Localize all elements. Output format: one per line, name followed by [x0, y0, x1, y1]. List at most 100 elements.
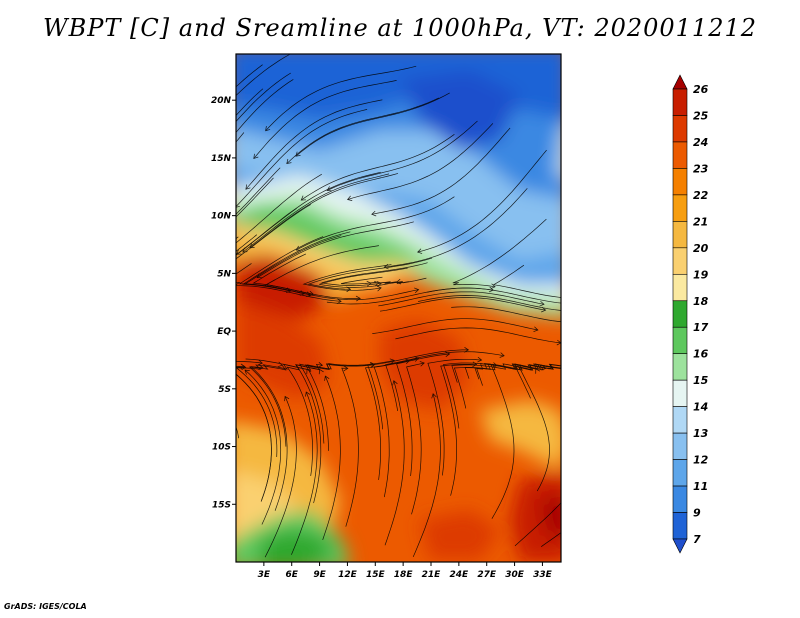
- streamline: [301, 134, 455, 201]
- streamline-arrow: [533, 326, 539, 333]
- colorbar-label: 19: [693, 268, 709, 281]
- streamline-arrow: [355, 295, 361, 302]
- streamline: [452, 218, 547, 288]
- y-tick-label: 10N: [211, 212, 232, 222]
- colorbar-swatch: [672, 141, 688, 169]
- streamline-arrow: [210, 281, 214, 286]
- streamline-arrow: [371, 210, 377, 217]
- streamline-arrow: [585, 363, 589, 368]
- streamline: [451, 306, 561, 323]
- colorbar-swatch: [672, 326, 688, 355]
- streamline: [256, 221, 414, 278]
- streamline-arrow: [539, 300, 545, 307]
- grads-credit: GrADS: IGES/COLA: [4, 602, 87, 611]
- streamline-arrow: [535, 368, 541, 374]
- streamline-arrow: [326, 186, 332, 192]
- colorbar-label: 11: [693, 480, 708, 493]
- streamline-arrow: [572, 409, 576, 414]
- y-tick-label: 15N: [211, 154, 232, 164]
- streamline: [514, 502, 561, 547]
- streamline-arrow: [249, 243, 255, 249]
- streamline: [236, 364, 287, 458]
- streamline: [464, 363, 561, 379]
- streamline-arrow: [284, 395, 290, 402]
- streamline: [291, 391, 318, 555]
- streamline: [245, 358, 395, 371]
- x-tick-label: 21E: [422, 570, 442, 580]
- streamline-arrow: [115, 231, 120, 236]
- streamline: [286, 97, 439, 164]
- streamline-arrow: [172, 187, 177, 191]
- streamline-arrow: [569, 364, 573, 369]
- streamline-arrow: [140, 273, 145, 278]
- streamline: [236, 88, 264, 116]
- streamline-arrow: [236, 202, 240, 208]
- colorbar-swatch: [672, 512, 688, 540]
- streamline-arrow: [150, 268, 155, 273]
- x-tick-label: 12E: [338, 570, 358, 580]
- streamline-arrow: [176, 194, 181, 198]
- streamline-arrow: [488, 286, 494, 293]
- streamline: [236, 263, 342, 302]
- streamlines: [115, 54, 610, 558]
- streamline: [265, 245, 379, 295]
- streamline: [490, 364, 515, 519]
- streamline: [265, 65, 417, 131]
- x-tick-label: 15E: [366, 570, 386, 580]
- streamline: [307, 257, 433, 290]
- colorbar-swatch: [672, 247, 688, 275]
- y-axis: 20N 15N 10N 5N EQ 5S 10S 15S: [211, 96, 236, 510]
- streamline: [418, 295, 561, 311]
- streamline: [236, 177, 274, 218]
- streamline-arrow: [142, 200, 147, 205]
- streamline: [395, 327, 561, 344]
- streamline-arrow: [212, 281, 216, 286]
- streamline: [249, 173, 399, 249]
- streamline-arrow: [499, 352, 505, 358]
- y-tick-label: 5S: [218, 385, 231, 395]
- colorbar-swatch: [672, 221, 688, 249]
- streamline: [384, 188, 528, 268]
- streamline-arrow: [223, 283, 227, 288]
- streamline: [242, 173, 390, 253]
- colorbar-swatch: [672, 432, 688, 460]
- streamline: [236, 204, 311, 260]
- streamline-arrow: [392, 380, 398, 386]
- colorbar-arrow-top: [672, 74, 688, 90]
- streamline-arrow: [257, 359, 263, 366]
- colorbar-swatch: [672, 115, 688, 143]
- streamline-arrow: [374, 280, 380, 287]
- streamline: [296, 196, 455, 251]
- x-tick-label: 6E: [286, 570, 299, 580]
- y-tick-label: 15S: [212, 500, 231, 510]
- colorbar-label: 18: [693, 295, 709, 308]
- streamline-arrow: [556, 339, 561, 346]
- streamline: [319, 267, 408, 288]
- streamline: [427, 358, 482, 476]
- y-tick-label: 20N: [211, 96, 232, 106]
- colorbar-label: 7: [693, 533, 701, 546]
- streamline-arrow: [389, 358, 395, 364]
- streamline: [322, 375, 341, 541]
- streamline: [378, 291, 545, 307]
- streamline-arrow: [277, 361, 283, 368]
- streamline-arrow: [295, 151, 301, 157]
- colorbar-arrow-bottom: [672, 538, 688, 554]
- streamline: [412, 393, 441, 558]
- streamline-arrow: [606, 414, 610, 419]
- colorbar-swatch: [672, 379, 688, 407]
- streamline-arrow: [346, 195, 353, 201]
- streamline: [236, 167, 281, 215]
- streamline: [249, 366, 288, 511]
- streamline: [236, 109, 368, 208]
- colorbar-label: 26: [693, 83, 709, 96]
- streamline-arrow: [395, 278, 402, 285]
- streamline: [385, 351, 505, 412]
- streamline: [326, 287, 494, 305]
- streamline-arrow: [490, 283, 496, 289]
- colorbar-label: 15: [693, 374, 709, 387]
- x-tick-label: 3E: [258, 570, 271, 580]
- colorbar-swatch: [672, 273, 688, 302]
- streamline-arrow: [253, 153, 259, 160]
